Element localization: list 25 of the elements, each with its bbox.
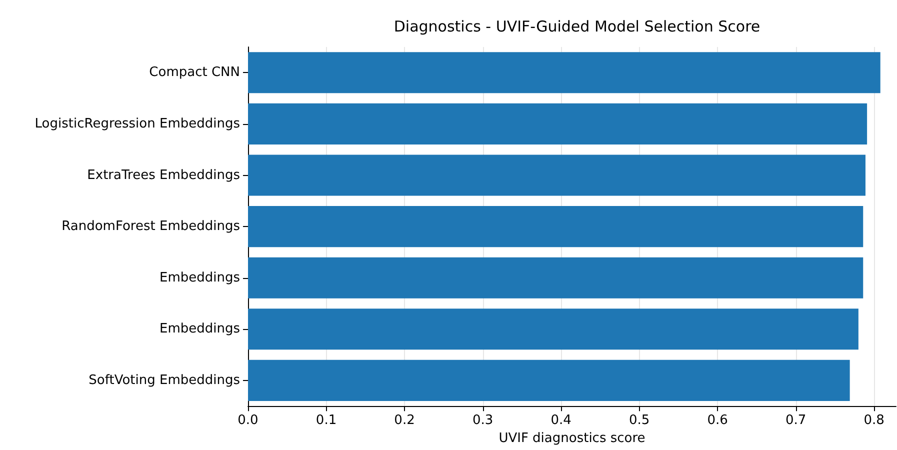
y-tick-label: RandomForest Embeddings [62, 219, 240, 234]
x-tick-label: 0.1 [316, 413, 337, 428]
x-tick-label: 0.4 [550, 413, 572, 428]
y-tick-label: Embeddings [159, 270, 240, 286]
x-tick-label: 0.5 [628, 413, 650, 428]
bar [248, 257, 864, 298]
x-tick-label: 0.3 [472, 413, 494, 428]
y-tick-label: LogisticRegression Embeddings [34, 116, 240, 132]
x-tick-label: 0.7 [785, 413, 806, 428]
bar [248, 308, 858, 350]
bar [248, 360, 850, 401]
y-tick-label: SoftVoting Embeddings [88, 372, 240, 388]
bar [248, 154, 866, 196]
x-axis-title: UVIF diagnostics score [498, 431, 646, 446]
bar [248, 206, 864, 248]
chart-title: Diagnostics - UVIF-Guided Model Selection Score [394, 18, 760, 36]
x-tick-label: 0.8 [864, 413, 884, 428]
bar [248, 103, 868, 144]
x-tick-label: 0.6 [707, 413, 728, 428]
y-tick-label: Compact CNN [149, 65, 240, 80]
bar [248, 52, 880, 94]
x-tick-label: 0.0 [238, 413, 258, 428]
x-tick-label: 0.2 [394, 413, 415, 428]
y-tick-label: Embeddings [159, 322, 240, 337]
y-tick-label: ExtraTrees Embeddings [87, 168, 240, 183]
